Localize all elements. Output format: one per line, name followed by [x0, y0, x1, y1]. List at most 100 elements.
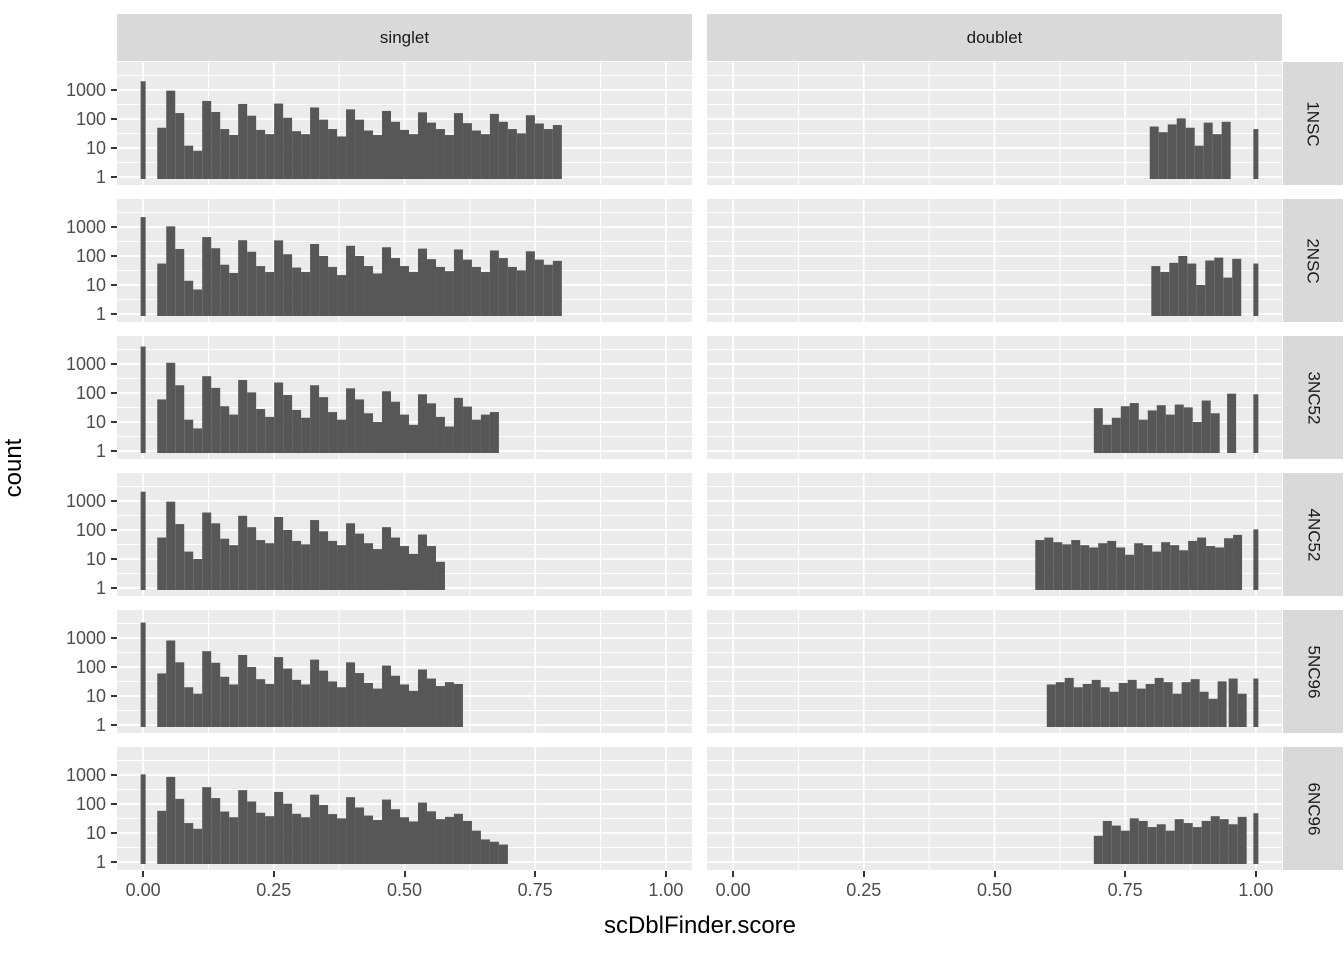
histogram-bar [283, 254, 293, 316]
histogram-bar [346, 245, 356, 316]
histogram-bar [211, 387, 221, 453]
histogram-bar [1201, 400, 1211, 453]
x-tick-label: 0.00 [715, 880, 751, 900]
histogram-bar [346, 797, 356, 864]
histogram-bar [1165, 830, 1175, 864]
histogram-bar [184, 145, 194, 179]
histogram-bar [1185, 127, 1195, 179]
histogram-bar [1192, 422, 1202, 453]
histogram-bar [391, 121, 401, 179]
histogram-bar [1181, 682, 1191, 727]
histogram-bar [1046, 684, 1056, 727]
histogram-bar [301, 684, 311, 727]
histogram-bar [1227, 393, 1237, 453]
histogram-bar [1192, 827, 1202, 864]
histogram-bar [1111, 417, 1121, 453]
histogram-bar [400, 266, 409, 316]
histogram-bar [265, 543, 275, 590]
histogram-bar [453, 813, 463, 864]
histogram-bar [489, 841, 499, 864]
histogram-bar [516, 133, 526, 179]
histogram-bar [238, 790, 248, 864]
histogram-bar [1044, 537, 1054, 590]
histogram-bar [417, 669, 427, 727]
histogram-bar [1158, 132, 1168, 179]
facet-strip-row-label: 2NSC [1303, 237, 1323, 284]
x-tick-mark [1254, 871, 1257, 877]
histogram-bar [489, 412, 499, 453]
histogram-bar [382, 247, 392, 316]
histogram-bar [1154, 677, 1164, 727]
y-tick-mark [111, 832, 117, 834]
histogram-bar [391, 675, 401, 727]
histogram-bar [1053, 542, 1063, 590]
histogram-bar [310, 385, 320, 453]
histogram-bar [274, 382, 284, 453]
histogram-bar [319, 805, 329, 864]
histogram-bar [256, 409, 266, 453]
facet-strip-row-1NSC: 1NSC [1283, 62, 1343, 185]
y-tick-mark [111, 421, 117, 423]
x-tick-label: 0.00 [125, 880, 161, 900]
histogram-bar [274, 240, 284, 316]
histogram-bar [1109, 691, 1119, 727]
histogram-bar [202, 787, 212, 864]
x-tick-mark [1124, 871, 1127, 877]
histogram-bar [1147, 410, 1157, 453]
facet-panel-1NSC-singlet [117, 62, 692, 185]
facet-strip-row-6NC96: 6NC96 [1283, 747, 1343, 870]
histogram-bar [444, 135, 454, 179]
histogram-bar [417, 802, 427, 864]
facet-panel-3NC52-singlet [117, 336, 692, 459]
histogram-bar [552, 125, 562, 179]
histogram-bar [1127, 679, 1137, 727]
histogram-bar [1221, 121, 1231, 179]
y-tick-mark [111, 774, 117, 776]
histogram-bar [355, 673, 365, 727]
histogram-bar [193, 428, 203, 453]
histogram-bar [382, 527, 392, 590]
y-tick-mark [111, 666, 117, 668]
histogram-bar [408, 134, 418, 179]
histogram-bar [373, 688, 383, 727]
histogram-bar [319, 670, 329, 727]
histogram-bar [1170, 545, 1180, 590]
x-tick-label: 1.00 [1238, 880, 1274, 900]
histogram-bar [310, 107, 320, 179]
histogram-spike-bar [140, 622, 146, 727]
facet-panel-5NC96-doublet [707, 610, 1282, 733]
histogram-bar [310, 520, 320, 590]
histogram-bar [1169, 262, 1179, 316]
y-tick-mark [111, 500, 117, 502]
histogram-bar [525, 251, 535, 316]
histogram-bar [534, 123, 544, 179]
histogram-bar [1138, 820, 1148, 864]
y-tick-label: 1 [95, 715, 106, 735]
histogram-bar [489, 250, 499, 316]
histogram-bar [373, 549, 383, 590]
y-tick-label: 10 [85, 138, 106, 158]
histogram-bar [534, 259, 544, 316]
histogram-spike-bar [140, 774, 146, 864]
histogram-bar [157, 263, 167, 316]
histogram-bar [382, 799, 392, 864]
histogram-bar [184, 280, 194, 316]
histogram-bar [400, 414, 409, 453]
histogram-bar [364, 683, 374, 727]
histogram-bar [337, 419, 347, 453]
facet-panel-2NSC-doublet [707, 199, 1282, 322]
y-tick-mark [111, 450, 117, 452]
histogram-bar [426, 259, 436, 316]
histogram-bar [1098, 543, 1108, 590]
histogram-spike-bar [140, 346, 146, 453]
histogram-bar [373, 820, 383, 864]
histogram-bar [1156, 405, 1166, 453]
histogram-bar [498, 844, 508, 864]
histogram-bar [391, 537, 401, 590]
histogram-bar [1138, 419, 1148, 453]
histogram-bar [265, 416, 275, 453]
facet-panel-2NSC-singlet [117, 199, 692, 322]
histogram-bar [516, 270, 526, 316]
histogram-bar [1215, 547, 1225, 590]
